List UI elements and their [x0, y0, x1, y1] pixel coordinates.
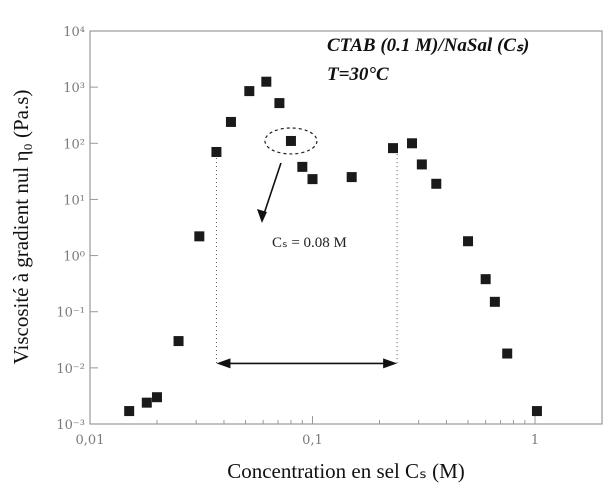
data-point	[532, 406, 542, 416]
x-tick-label: 0,1	[302, 433, 323, 448]
data-point	[261, 77, 271, 87]
y-axis-title: Viscosité à gradient nul η₀ (Pa.s)	[9, 90, 33, 365]
data-point	[502, 349, 512, 359]
range-arrow-head-right	[383, 358, 397, 368]
data-point	[174, 336, 184, 346]
plot-frame	[90, 31, 602, 424]
data-point	[226, 117, 236, 127]
y-tick-label: 10⁴	[63, 25, 85, 40]
y-tick-label: 10³	[63, 81, 85, 96]
data-point	[308, 174, 318, 184]
x-axis-title: Concentration en sel Cₛ (M)	[227, 459, 465, 483]
y-axis-ticks: 10⁻³ 10⁻² 10⁻¹ 10⁰ 10¹ 10² 10³ 10⁴	[56, 25, 98, 433]
data-point	[124, 406, 134, 416]
annotation-point-label: Cₛ = 0.08 M	[272, 235, 347, 251]
data-point	[481, 274, 491, 284]
data-point	[286, 136, 296, 146]
y-tick-label: 10⁻²	[56, 362, 85, 377]
x-axis-ticks: 0,01 0,1 1	[76, 416, 602, 448]
y-tick-label: 10²	[63, 137, 85, 152]
data-point	[417, 159, 427, 169]
data-point	[194, 231, 204, 241]
y-tick-label: 10⁻³	[56, 418, 85, 433]
x-tick-label: 0,01	[76, 433, 105, 448]
x-tick-label: 1	[531, 433, 539, 448]
data-point	[211, 147, 221, 157]
y-tick-label: 10¹	[63, 193, 85, 208]
data-point	[490, 297, 500, 307]
y-tick-label: 10⁻¹	[56, 306, 85, 321]
data-point	[244, 86, 254, 96]
y-tick-label: 10⁰	[63, 250, 85, 265]
range-arrow-head-left	[216, 358, 230, 368]
pointer-arrow-line	[264, 163, 281, 214]
annotation-title-line2: T=30°C	[327, 64, 389, 85]
data-point	[407, 138, 417, 148]
data-point	[431, 179, 441, 189]
data-point	[152, 392, 162, 402]
data-point	[463, 236, 473, 246]
annotation-title-line1: CTAB (0.1 M)/NaSal (Cₛ)	[327, 35, 529, 56]
data-point	[274, 98, 284, 108]
data-point	[297, 162, 307, 172]
data-point	[388, 143, 398, 153]
data-point	[142, 398, 152, 408]
data-point	[347, 172, 357, 182]
